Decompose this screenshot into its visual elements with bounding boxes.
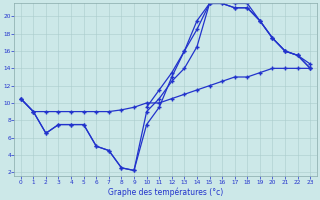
X-axis label: Graphe des températures (°c): Graphe des températures (°c): [108, 187, 223, 197]
